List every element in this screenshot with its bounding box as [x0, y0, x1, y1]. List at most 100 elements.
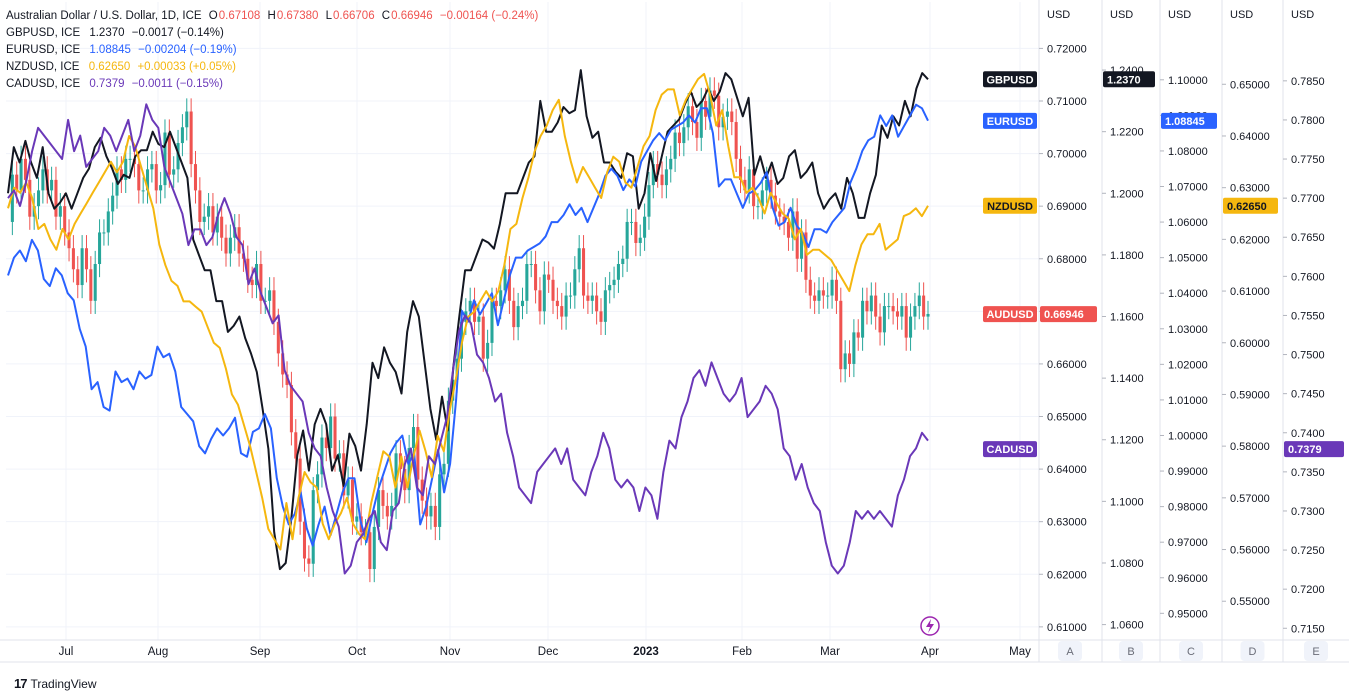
legend-main: Australian Dollar / U.S. Dollar, 1D, ICE…: [6, 8, 538, 25]
candle-body: [207, 206, 211, 217]
candle-body: [712, 90, 716, 96]
candle-body: [738, 158, 743, 180]
candle-body: [865, 300, 869, 312]
candle-body: [778, 211, 782, 217]
candle-body: [826, 295, 830, 297]
candle-body: [163, 132, 167, 186]
axis-tick-label: 0.59000: [1230, 389, 1270, 401]
candle-body: [922, 295, 926, 317]
axis-header: USD: [1291, 9, 1314, 21]
axis-badge: [1058, 641, 1082, 661]
time-tick-label: Aug: [148, 646, 168, 658]
candle-body: [494, 300, 498, 307]
axis-tick-label: 0.97000: [1168, 537, 1208, 549]
axis-header: USD: [1230, 9, 1253, 21]
candle-body: [146, 169, 150, 191]
footer[interactable]: 17 TradingView: [14, 676, 97, 691]
axis-tick-label: 0.7300: [1291, 506, 1325, 518]
axis-tick-label: 0.61000: [1047, 622, 1087, 634]
candle-body: [529, 264, 533, 266]
candle-body: [547, 274, 551, 280]
axis-tick-label: 0.56000: [1230, 545, 1270, 557]
candle-body: [276, 321, 280, 354]
candle-body: [372, 526, 376, 570]
candle-body: [342, 453, 346, 496]
axis-tick-label: 1.02000: [1168, 359, 1208, 371]
candle-body: [220, 216, 224, 238]
candle-body: [294, 432, 298, 459]
candle-body: [102, 232, 106, 234]
candle-body: [63, 206, 67, 233]
candle-body: [564, 295, 568, 317]
candle-body: [89, 269, 93, 301]
price-label-value: 0.62650: [1227, 201, 1267, 213]
axis-badge-label: E: [1312, 646, 1319, 658]
time-tick-label: Mar: [820, 646, 840, 658]
candle-body: [656, 164, 660, 175]
candle-body: [904, 306, 908, 338]
candle-body: [84, 248, 89, 270]
axis-badge: [1179, 641, 1203, 661]
audusd-candles: [10, 77, 930, 583]
candle-body: [159, 185, 163, 191]
candle-body: [520, 300, 525, 307]
axis-tick-label: 0.7600: [1291, 271, 1325, 283]
legend-row-nzdusd[interactable]: NZDUSD, ICE 0.62650 +0.00033 (+0.05%): [6, 59, 538, 76]
candle-body: [516, 306, 520, 328]
axis-tick-label: 0.58000: [1230, 441, 1270, 453]
candle-body: [725, 111, 729, 117]
candle-body: [765, 179, 769, 191]
price-label-name-tag: [983, 112, 1037, 129]
axis-tick-label: 1.08000: [1168, 146, 1208, 158]
axis-tick-label: 1.10000: [1168, 75, 1208, 87]
candle-body: [429, 505, 433, 517]
candle-body: [800, 232, 804, 259]
candle-body: [250, 279, 254, 286]
legend-row-gbpusd[interactable]: GBPUSD, ICE 1.2370 −0.0017 (−0.14%): [6, 25, 538, 42]
candle-body: [817, 290, 821, 301]
axis-tick-label: 0.7650: [1291, 232, 1325, 244]
axis-tick-label: 1.0600: [1110, 620, 1144, 632]
legend-row-eurusd[interactable]: EURUSD, ICE 1.08845 −0.00204 (−0.19%): [6, 42, 538, 59]
axis-tick-label: 0.7400: [1291, 428, 1325, 440]
time-tick-label: Feb: [732, 646, 752, 658]
candle-body: [551, 279, 555, 301]
axis-tick-label: 1.06000: [1168, 217, 1208, 229]
candle-body: [124, 158, 128, 180]
candle-body: [28, 179, 32, 217]
candle-body: [281, 353, 285, 375]
axis-tick-label: 1.1400: [1110, 373, 1144, 385]
candle-body: [228, 237, 232, 254]
price-label-name-tag: [983, 197, 1037, 214]
price-label-value: 0.66946: [1044, 309, 1084, 321]
candle-body: [786, 221, 790, 238]
candle-body: [891, 306, 895, 312]
candle-body: [847, 353, 852, 364]
candle-body: [821, 290, 825, 296]
candle-body: [499, 290, 503, 307]
axis-tick-label: 1.1600: [1110, 312, 1144, 324]
axis-tick-label: 1.03000: [1168, 324, 1208, 336]
candle-body: [560, 306, 564, 317]
axis-tick-label: 0.98000: [1168, 502, 1208, 514]
candle-body: [289, 384, 293, 433]
axis-tick-label: 0.61000: [1230, 286, 1270, 298]
axis-badge-label: C: [1187, 646, 1195, 658]
legend-change: −0.0017 (−0.14%): [131, 27, 224, 39]
candle-body: [93, 264, 97, 301]
candle-body: [673, 132, 677, 159]
legend-row-cadusd[interactable]: CADUSD, ICE 0.7379 −0.0011 (−0.15%): [6, 76, 538, 93]
candle-body: [98, 232, 102, 265]
axis-tick-label: 0.64000: [1230, 131, 1270, 143]
chart-extras: [920, 616, 940, 636]
candle-body: [302, 521, 307, 559]
candle-body: [669, 158, 673, 170]
candle-body: [721, 116, 725, 128]
candle-body: [193, 164, 198, 191]
price-label-name-tag: [983, 306, 1037, 323]
axis-tick-label: 0.7450: [1291, 389, 1325, 401]
candle-body: [320, 437, 324, 475]
candle-body: [128, 158, 132, 160]
axis-header: USD: [1047, 9, 1070, 21]
